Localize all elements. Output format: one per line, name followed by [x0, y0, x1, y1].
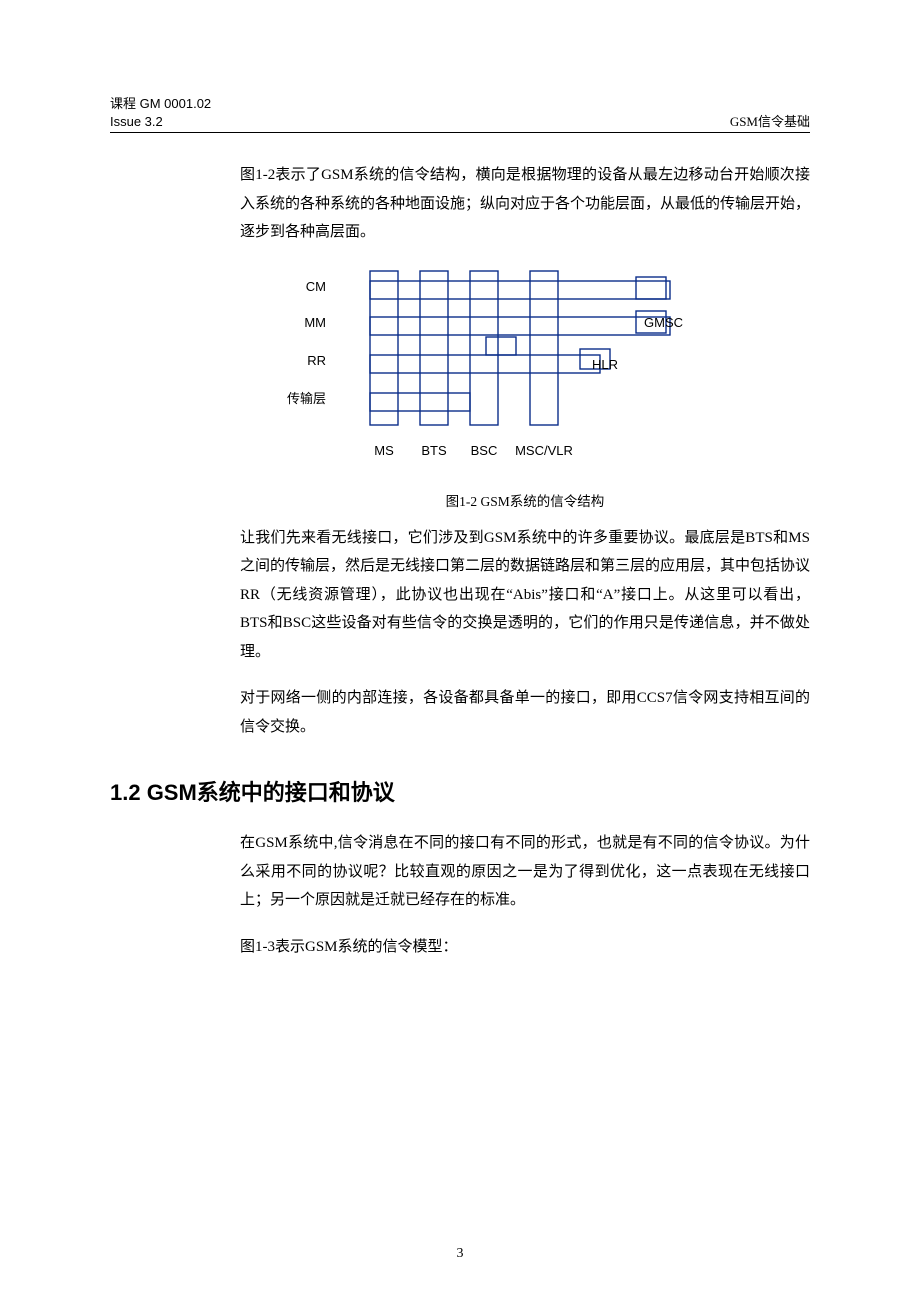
content-area-2: 在GSM系统中,信令消息在不同的接口有不同的形式，也就是有不同的信令协议。为什么…: [240, 829, 810, 961]
svg-text:MSC/VLR: MSC/VLR: [515, 443, 573, 458]
svg-text:MS: MS: [374, 443, 394, 458]
page-number: 3: [0, 1246, 920, 1262]
course-code: 课程 GM 0001.02: [110, 95, 211, 113]
doc-title: GSM信令基础: [730, 111, 810, 130]
svg-text:CM: CM: [306, 279, 326, 294]
section-heading-1-2: 1.2 GSM系统中的接口和协议: [110, 775, 810, 807]
svg-text:GMSC: GMSC: [644, 315, 683, 330]
svg-text:BTS: BTS: [421, 443, 447, 458]
figure-svg: CM MM RR 传输层 MS BTS BSC MSC/VLR HLR GMSC: [240, 265, 700, 475]
figure-1-2: CM MM RR 传输层 MS BTS BSC MSC/VLR HLR GMSC: [240, 265, 810, 480]
paragraph-4: 在GSM系统中,信令消息在不同的接口有不同的形式，也就是有不同的信令协议。为什么…: [240, 829, 810, 915]
paragraph-2: 让我们先来看无线接口，它们涉及到GSM系统中的许多重要协议。最底层是BTS和MS…: [240, 524, 810, 667]
paragraph-1: 图1-2表示了GSM系统的信令结构，横向是根据物理的设备从最左边移动台开始顺次接…: [240, 161, 810, 247]
paragraph-3: 对于网络一侧的内部连接，各设备都具备单一的接口，即用CCS7信令网支持相互间的信…: [240, 684, 810, 741]
svg-text:HLR: HLR: [592, 357, 618, 372]
svg-text:RR: RR: [307, 353, 326, 368]
header-left: 课程 GM 0001.02 Issue 3.2: [110, 95, 211, 130]
svg-text:MM: MM: [304, 315, 326, 330]
issue-version: Issue 3.2: [110, 113, 211, 131]
figure-caption: 图1-2 GSM系统的信令结构: [240, 490, 810, 510]
svg-text:传输层: 传输层: [287, 391, 326, 406]
content-area: 图1-2表示了GSM系统的信令结构，横向是根据物理的设备从最左边移动台开始顺次接…: [240, 161, 810, 741]
page-header: 课程 GM 0001.02 Issue 3.2 GSM信令基础: [110, 95, 810, 133]
svg-text:BSC: BSC: [471, 443, 498, 458]
page: 课程 GM 0001.02 Issue 3.2 GSM信令基础 图1-2表示了G…: [0, 0, 920, 1302]
paragraph-5: 图1-3表示GSM系统的信令模型：: [240, 933, 810, 962]
